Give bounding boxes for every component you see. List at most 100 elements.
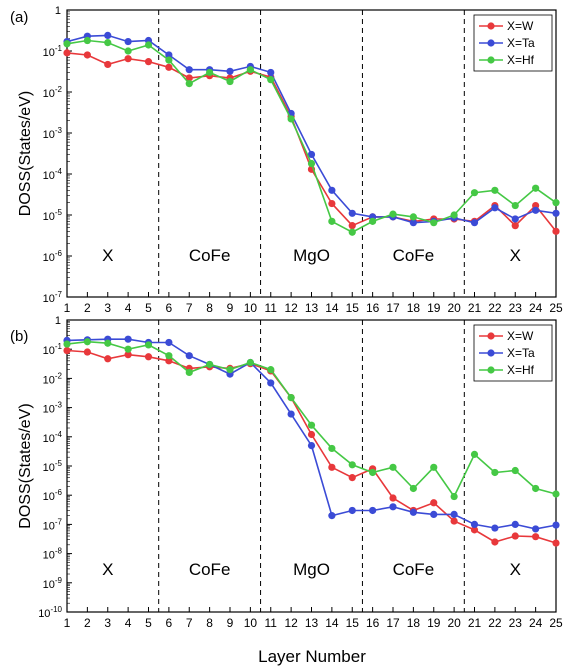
region-label: X [510, 560, 521, 579]
legend-swatch-marker [487, 366, 495, 374]
data-point [104, 355, 112, 363]
data-point [144, 41, 153, 49]
x-tick-label: 16 [366, 301, 380, 315]
data-point [511, 520, 519, 529]
x-tick-label: 2 [84, 616, 91, 630]
legend-swatch-marker [487, 56, 495, 64]
data-point [389, 210, 397, 218]
data-point [430, 219, 438, 227]
y-tick-label: 10-9 [43, 576, 63, 591]
legend-entry: X=Ta [507, 346, 535, 360]
y-tick-label: 1 [55, 315, 61, 327]
data-point [470, 450, 479, 458]
x-tick-label: 16 [366, 616, 380, 630]
y-tick-label: 10-8 [43, 547, 63, 562]
y-axis-label: DOSS(States/eV) [17, 403, 34, 528]
legend-swatch-marker [487, 22, 495, 30]
data-point [226, 366, 234, 374]
data-point [511, 222, 519, 230]
panel-label: (a) [10, 9, 28, 26]
data-point [246, 358, 254, 367]
x-tick-label: 24 [529, 616, 543, 630]
x-tick-label: 13 [305, 616, 319, 630]
region-label: MgO [293, 560, 330, 579]
data-point [83, 36, 91, 45]
x-tick-label: 6 [166, 301, 173, 315]
x-tick-label: 12 [284, 301, 298, 315]
data-point [450, 492, 458, 501]
data-point [124, 55, 132, 63]
x-tick-label: 23 [509, 301, 523, 315]
data-point [328, 217, 336, 225]
data-point [63, 340, 71, 348]
data-point [532, 533, 540, 541]
data-point [104, 339, 112, 347]
region-label: X [102, 560, 113, 579]
data-point [511, 215, 519, 223]
data-point [369, 217, 377, 225]
x-tick-label: 7 [186, 301, 193, 315]
data-point [287, 115, 295, 123]
y-tick-label: 1 [55, 5, 61, 17]
data-point [470, 219, 479, 227]
y-tick-label: 10-2 [43, 85, 63, 100]
data-point [348, 209, 356, 217]
region-label: CoFe [393, 560, 435, 579]
x-tick-label: 15 [346, 301, 360, 315]
data-point [552, 490, 560, 498]
data-point [511, 466, 519, 475]
data-point [511, 201, 519, 210]
x-tick-label: 24 [529, 301, 543, 315]
data-point [165, 51, 173, 59]
legend-entry: X=Ta [507, 36, 535, 50]
data-point [104, 60, 112, 69]
data-point [185, 66, 193, 74]
data-point [511, 532, 519, 540]
region-label: MgO [293, 246, 330, 265]
x-tick-label: 18 [407, 616, 421, 630]
panel-label: (b) [10, 328, 28, 345]
data-point [552, 199, 560, 207]
data-point [226, 77, 234, 86]
data-point [226, 67, 234, 75]
x-tick-label: 25 [549, 301, 563, 315]
data-point [532, 484, 540, 493]
x-tick-label: 12 [284, 616, 298, 630]
data-point [307, 430, 316, 439]
x-tick-label: 21 [468, 616, 482, 630]
data-point [124, 47, 132, 55]
data-point [409, 219, 417, 227]
legend-entry: X=W [507, 329, 534, 343]
panel-a: (a)10-710-610-510-410-310-210-111 2 3 4 5 6 7 8… [10, 5, 563, 315]
legend-entry: X=W [507, 19, 534, 33]
series-line-X=W [66, 52, 557, 232]
x-tick-label: 15 [346, 616, 360, 630]
data-point [409, 213, 417, 221]
data-point [307, 150, 316, 159]
y-tick-label: 10-1 [43, 342, 63, 357]
region-label: X [510, 246, 521, 265]
region-label: CoFe [189, 560, 231, 579]
x-tick-label: 4 [125, 301, 132, 315]
x-tick-label: 20 [447, 301, 461, 315]
x-tick-label: 13 [305, 301, 319, 315]
data-point [287, 410, 295, 418]
x-tick-label: 17 [386, 616, 400, 630]
data-point [206, 68, 214, 77]
region-label: X [102, 246, 113, 265]
data-point [430, 463, 438, 471]
x-tick-label: 23 [509, 616, 523, 630]
x-tick-label: 8 [206, 301, 213, 315]
y-tick-label: 10-10 [38, 605, 62, 620]
data-point [267, 76, 275, 84]
data-point [83, 51, 91, 59]
x-tick-label: 14 [325, 616, 339, 630]
x-tick-label: 9 [227, 301, 234, 315]
x-tick-label: 19 [427, 301, 441, 315]
x-tick-label: 10 [244, 616, 258, 630]
region-label: CoFe [393, 246, 435, 265]
y-tick-label: 10-3 [43, 401, 63, 416]
data-point [83, 338, 91, 346]
data-point [532, 206, 540, 214]
